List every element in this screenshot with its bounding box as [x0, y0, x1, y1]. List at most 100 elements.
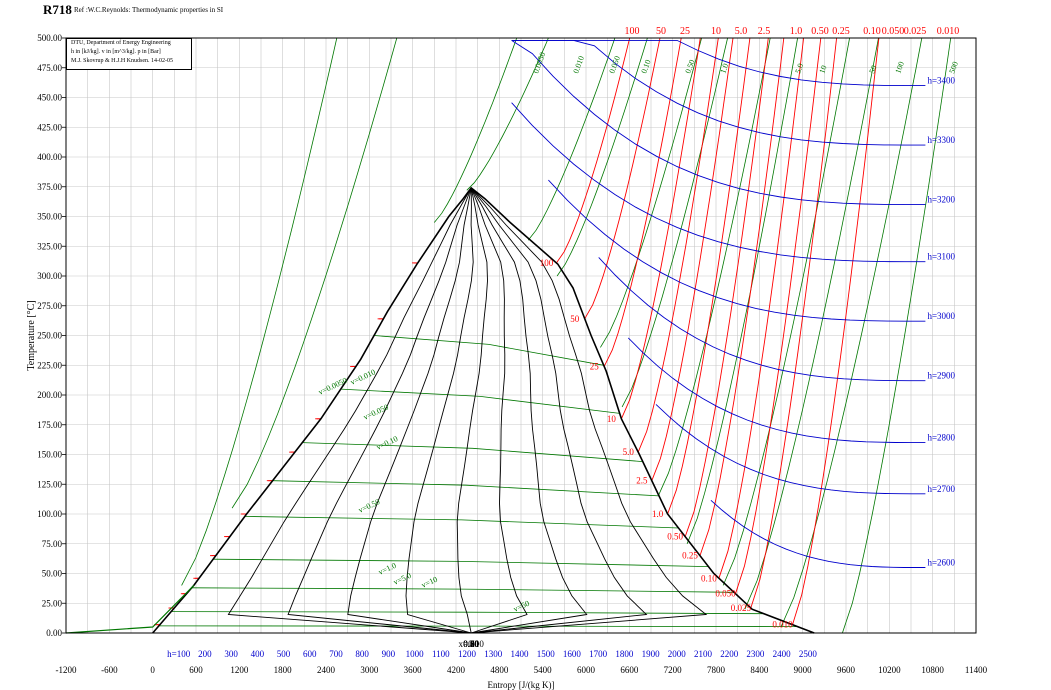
y-tick-label: 375.00: [37, 182, 62, 192]
isochore-wet-line: [302, 442, 643, 462]
enthalpy-label: 1200: [458, 649, 477, 659]
pressure-top-label: 1.0: [790, 26, 803, 37]
isobar-line: [620, 37, 701, 419]
isochore-wet-line: [244, 516, 679, 529]
info-line: DTU, Department of Energy Engineering: [71, 40, 171, 46]
quality-label: 0.40: [463, 639, 479, 649]
pressure-top-label: 0.50: [811, 26, 829, 37]
isochore-line: [780, 37, 923, 628]
enthalpy-label: 2200: [720, 649, 739, 659]
enthalpy-right-label: h=2900: [927, 371, 955, 381]
enthalpy-label: 1500: [537, 649, 556, 659]
y-tick-label: 75.00: [42, 539, 63, 549]
enthalpy-right-label: h=2700: [927, 484, 955, 494]
saturation-dome: [65, 186, 815, 634]
enthalpy-label: 400: [251, 649, 265, 659]
pressure-dome-label: 0.010: [772, 620, 793, 630]
x-tick-label: 1200: [230, 665, 249, 675]
isenthalpic-vapour-line: [548, 179, 926, 322]
x-tick-label: 600: [189, 665, 203, 675]
x-tick-label: 1800: [274, 665, 293, 675]
grid-lines: [65, 37, 977, 634]
x-tick-label: 6000: [577, 665, 596, 675]
isochore-line: [744, 37, 879, 610]
volume-top-label: 0.010: [571, 55, 586, 75]
pressure-top-label: 2.5: [758, 26, 771, 37]
isobar-line: [556, 37, 631, 264]
quality-label: x=0.10: [459, 639, 485, 649]
x-tick-label: 5400: [534, 665, 553, 675]
pressure-dome-label: 50: [570, 314, 580, 324]
y-tick-label: 50.00: [42, 569, 63, 579]
axes: 0.00 25.00 50.00 75.00 100.00 125.00 150.00 175…: [26, 33, 988, 690]
pressure-top-label: 0.010: [937, 26, 960, 37]
y-tick-label: 200.00: [37, 390, 62, 400]
y-tick-label: 500.00: [37, 33, 62, 43]
info-line: M.J. Skovrup & H.J.H Knudsen. 14-02-05: [71, 58, 173, 64]
y-tick-label: 250.00: [37, 331, 62, 341]
enthalpy-label: 300: [224, 649, 238, 659]
isobar-line: [699, 37, 785, 556]
enthalpy-label: 2000: [668, 649, 687, 659]
chart-title: R718: [43, 2, 72, 17]
y-tick-label: 350.00: [37, 212, 62, 222]
volume-top-label: 0.50: [683, 58, 696, 74]
y-tick-label: 325.00: [37, 241, 62, 251]
liquid-line: [65, 584, 195, 634]
enthalpy-right-label: h=3300: [927, 135, 955, 145]
isobar-line: [667, 37, 751, 515]
info-box: DTU, Department of Energy Engineering h …: [66, 38, 192, 70]
pressure-dome-label: 0.50: [667, 532, 683, 542]
quality-line: [227, 187, 472, 634]
volume-top-label: 0.0050: [531, 51, 547, 75]
quality-line: [456, 187, 488, 634]
isochore-wet-line: [340, 388, 620, 414]
enthalpy-right-label: h=3400: [927, 76, 955, 86]
quality-line: [405, 187, 474, 634]
isochore-wet-line: [158, 625, 798, 627]
pressure-top-label: 0.025: [904, 26, 927, 37]
enthalpy-right-label: h=3200: [927, 195, 955, 205]
enthalpy-right-label: h=2800: [927, 433, 955, 443]
enthalpy-label: 1700: [589, 649, 608, 659]
pressure-top-label: 25: [680, 26, 690, 37]
saturation-curve: [152, 186, 815, 634]
y-tick-label: 450.00: [37, 93, 62, 103]
quality-label: 0.80: [463, 639, 479, 649]
y-tick-label: 125.00: [37, 479, 62, 489]
enthalpy-label: h=100: [167, 649, 191, 659]
isobar-line: [637, 37, 719, 453]
x-axis-label: Entropy [J/(kg K)]: [488, 680, 555, 690]
volume-top-label: 5.0: [793, 62, 805, 74]
isochore-wet-line: [213, 558, 709, 567]
y-tick-label: 225.00: [37, 360, 62, 370]
isobar-line: [684, 37, 769, 537]
quality-line: [347, 187, 472, 634]
isobar-line: [603, 37, 682, 367]
quality-line: [470, 187, 708, 634]
isochore-wet-line: [272, 480, 660, 497]
volume-inside-label: v=0.050: [362, 402, 390, 421]
y-tick-label: 475.00: [37, 63, 62, 73]
x-tick-label: 7200: [664, 665, 683, 675]
x-tick-label: 6600: [620, 665, 639, 675]
pressure-dome-label: 10: [607, 414, 617, 424]
isochore-line: [600, 37, 702, 348]
enthalpy-label: 1600: [563, 649, 582, 659]
enthalpy-right-label: h=3000: [927, 311, 955, 321]
volume-top-label: 100: [893, 60, 906, 74]
pressure-top-label: 0.050: [882, 26, 905, 37]
curve-labels: h=2600 h=2700 h=2800 h=2900 h=3000 h=3100 h=32…: [167, 26, 960, 659]
y-tick-label: 0.00: [46, 628, 62, 638]
y-tick-label: 275.00: [37, 301, 62, 311]
enthalpy-right-label: h=3100: [927, 252, 955, 262]
isenthalpic-vapour-line: [511, 39, 926, 146]
x-tick-label: 3600: [404, 665, 423, 675]
enthalpy-label: 1900: [642, 649, 661, 659]
y-tick-label: 150.00: [37, 450, 62, 460]
isobar-line: [584, 37, 661, 320]
info-line: h in [kJ/kg]. v in [m^3/kg]. p in [Bar]: [71, 49, 161, 55]
isenthalpic-vapour-line: [627, 337, 926, 444]
x-tick-label: 3000: [360, 665, 379, 675]
